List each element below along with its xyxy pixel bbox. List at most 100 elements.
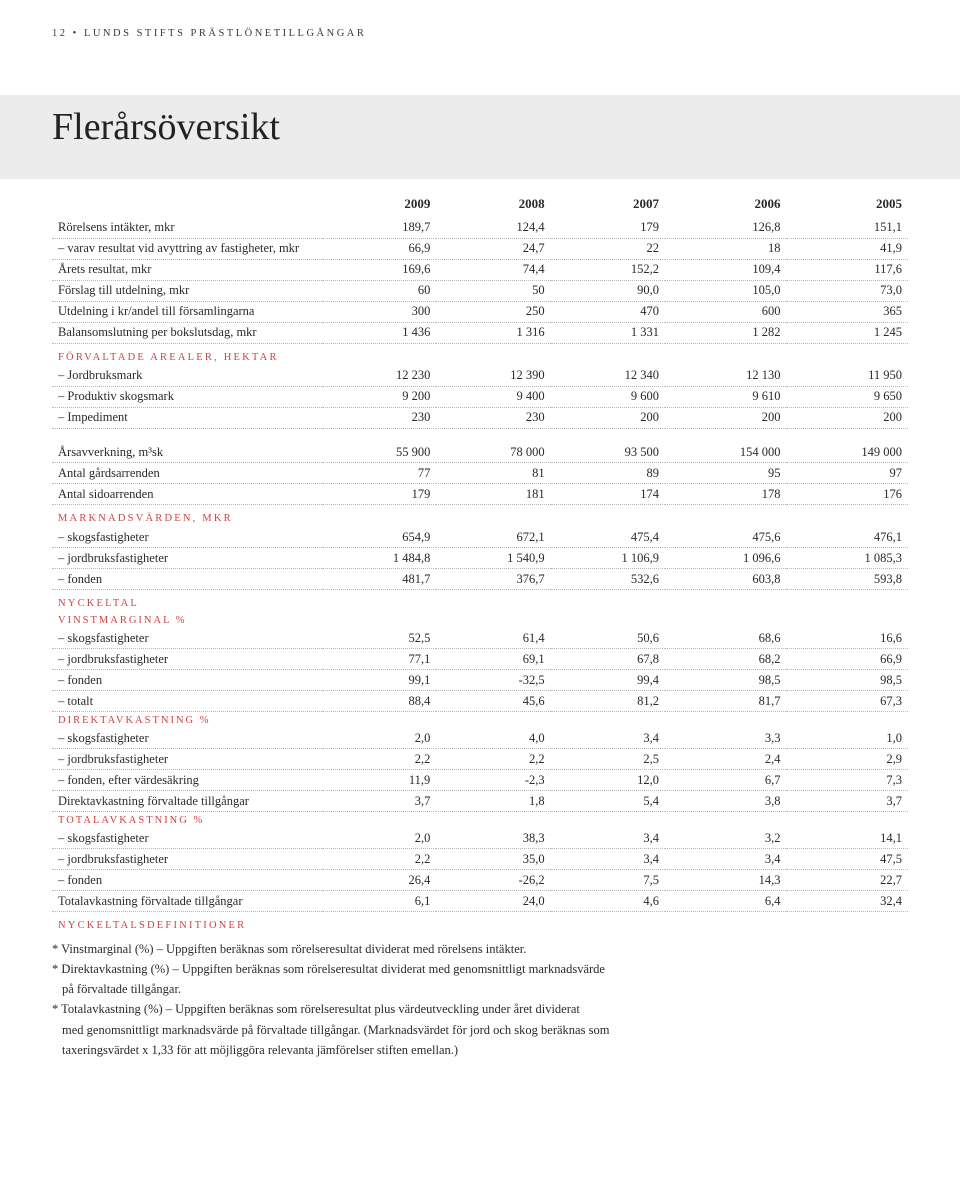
cell-value: 67,8: [551, 649, 665, 670]
cell-value: 593,8: [786, 569, 908, 590]
cell-value: 1 316: [436, 322, 550, 343]
col-year: 2008: [436, 193, 550, 218]
table-row: Årsavverkning, m³sk55 90078 00093 500154…: [52, 442, 908, 463]
cell-value: 3,7: [322, 791, 436, 812]
cell-value: 2,9: [786, 749, 908, 770]
row-label: Förslag till utdelning, mkr: [52, 280, 322, 301]
table-row: – Impediment230230200200200: [52, 407, 908, 428]
cell-value: 77: [322, 463, 436, 484]
cell-value: 1 540,9: [436, 548, 550, 569]
cell-value: 68,2: [665, 649, 787, 670]
page-title: Flerårsöversikt: [52, 95, 908, 185]
section-heading: NYCKELTAL: [52, 590, 908, 613]
col-year: 2005: [786, 193, 908, 218]
cell-value: 55 900: [322, 442, 436, 463]
cell-value: 376,7: [436, 569, 550, 590]
table-row: Utdelning i kr/andel till församlingarna…: [52, 301, 908, 322]
cell-value: 5,4: [551, 791, 665, 812]
table-row: – totalt88,445,681,281,767,3: [52, 691, 908, 712]
cell-value: 78 000: [436, 442, 550, 463]
header-sep: •: [73, 28, 79, 39]
cell-value: 90,0: [551, 280, 665, 301]
table-row: – fonden99,1-32,599,498,598,5: [52, 670, 908, 691]
cell-value: 1 085,3: [786, 548, 908, 569]
row-label: – skogsfastigheter: [52, 628, 322, 649]
cell-value: 365: [786, 301, 908, 322]
row-label: – fonden: [52, 569, 322, 590]
table-row: Förslag till utdelning, mkr605090,0105,0…: [52, 280, 908, 301]
row-label: – jordbruksfastigheter: [52, 749, 322, 770]
sub-heading: DIREKTAVKASTNING %: [52, 712, 908, 729]
cell-value: 179: [322, 484, 436, 505]
cell-value: 1 096,6: [665, 548, 787, 569]
table-row: Balansomslutning per bokslutsdag, mkr1 4…: [52, 322, 908, 343]
row-label: – Jordbruksmark: [52, 366, 322, 387]
cell-value: 1 331: [551, 322, 665, 343]
cell-value: 22: [551, 238, 665, 259]
row-label: – jordbruksfastigheter: [52, 849, 322, 870]
table-row: Antal gårdsarrenden7781899597: [52, 463, 908, 484]
cell-value: 126,8: [665, 218, 787, 239]
row-label: – varav resultat vid avyttring av fastig…: [52, 238, 322, 259]
cell-value: 18: [665, 238, 787, 259]
cell-value: 14,3: [665, 870, 787, 891]
table-row: – Produktiv skogsmark9 2009 4009 6009 61…: [52, 386, 908, 407]
cell-value: 174: [551, 484, 665, 505]
footnote-line: med genomsnittligt marknadsvärde på förv…: [52, 1021, 908, 1039]
row-label: – jordbruksfastigheter: [52, 548, 322, 569]
cell-value: 230: [322, 407, 436, 428]
cell-value: 66,9: [322, 238, 436, 259]
cell-value: 4,6: [551, 891, 665, 912]
table-row: – jordbruksfastigheter77,169,167,868,266…: [52, 649, 908, 670]
cell-value: 69,1: [436, 649, 550, 670]
cell-value: 176: [786, 484, 908, 505]
row-label: – Produktiv skogsmark: [52, 386, 322, 407]
cell-value: 475,6: [665, 527, 787, 548]
cell-value: 6,7: [665, 770, 787, 791]
cell-value: 81,2: [551, 691, 665, 712]
cell-value: 12,0: [551, 770, 665, 791]
sub-heading: TOTALAVKASTNING %: [52, 812, 908, 829]
cell-value: 2,2: [322, 849, 436, 870]
cell-value: 169,6: [322, 259, 436, 280]
cell-value: 93 500: [551, 442, 665, 463]
cell-value: 81: [436, 463, 550, 484]
table-row: – fonden, efter värdesäkring11,9-2,312,0…: [52, 770, 908, 791]
cell-value: 481,7: [322, 569, 436, 590]
table-row: – jordbruksfastigheter2,235,03,43,447,5: [52, 849, 908, 870]
cell-value: 41,9: [786, 238, 908, 259]
table-row: MARKNADSVÄRDEN, MKR: [52, 505, 908, 528]
cell-value: 47,5: [786, 849, 908, 870]
cell-value: 178: [665, 484, 787, 505]
cell-value: -32,5: [436, 670, 550, 691]
cell-value: 200: [786, 407, 908, 428]
cell-value: 1 245: [786, 322, 908, 343]
cell-value: 476,1: [786, 527, 908, 548]
cell-value: 74,4: [436, 259, 550, 280]
cell-value: 200: [551, 407, 665, 428]
cell-value: 300: [322, 301, 436, 322]
cell-value: 9 610: [665, 386, 787, 407]
cell-value: 1,8: [436, 791, 550, 812]
table-row: Årets resultat, mkr169,674,4152,2109,411…: [52, 259, 908, 280]
cell-value: 151,1: [786, 218, 908, 239]
cell-value: 4,0: [436, 728, 550, 749]
row-label: – fonden: [52, 870, 322, 891]
cell-value: 22,7: [786, 870, 908, 891]
cell-value: 149 000: [786, 442, 908, 463]
table-row: – skogsfastigheter52,561,450,668,616,6: [52, 628, 908, 649]
table-row: – skogsfastigheter654,9672,1475,4475,647…: [52, 527, 908, 548]
cell-value: 6,4: [665, 891, 787, 912]
col-year: 2009: [322, 193, 436, 218]
cell-value: 1 106,9: [551, 548, 665, 569]
cell-value: 95: [665, 463, 787, 484]
cell-value: 73,0: [786, 280, 908, 301]
cell-value: 179: [551, 218, 665, 239]
cell-value: 2,0: [322, 828, 436, 849]
cell-value: 117,6: [786, 259, 908, 280]
cell-value: 2,2: [436, 749, 550, 770]
cell-value: 99,1: [322, 670, 436, 691]
page-number: 12: [52, 28, 68, 39]
cell-value: 7,5: [551, 870, 665, 891]
cell-value: 3,4: [665, 849, 787, 870]
